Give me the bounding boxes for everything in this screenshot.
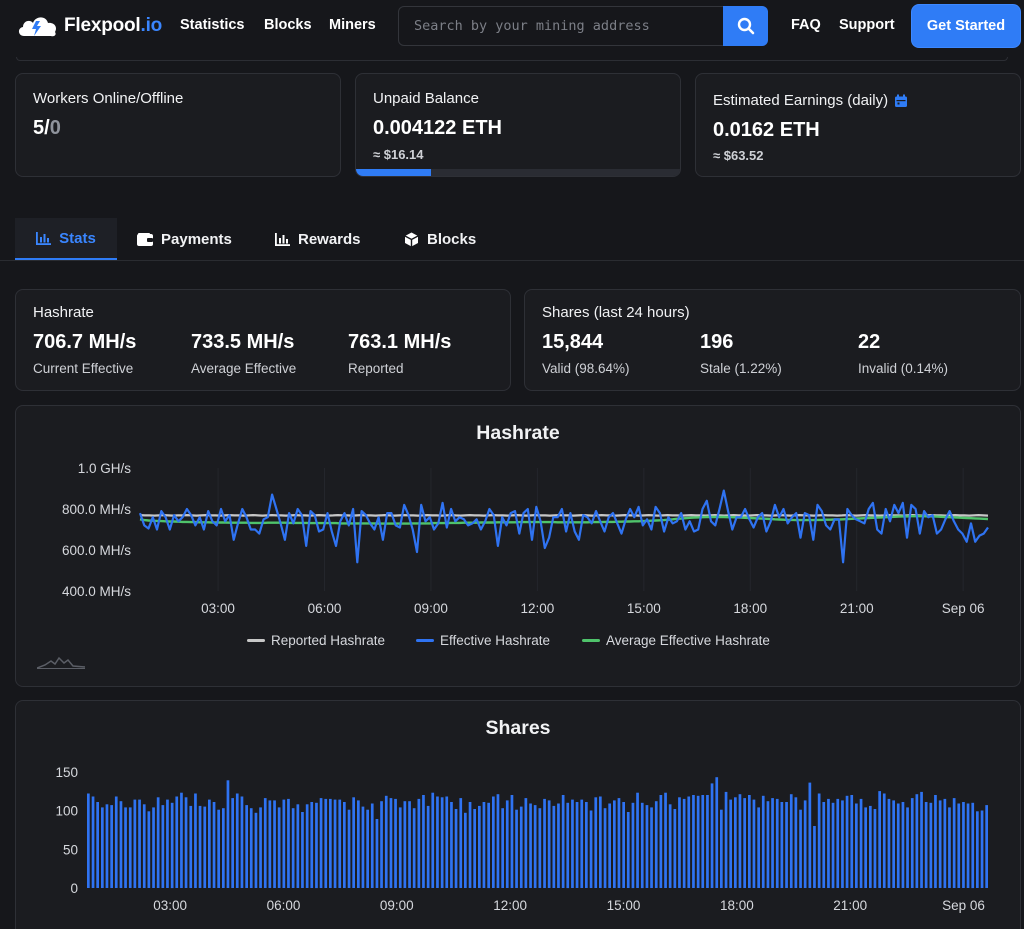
reported-value: 763.1 MH/s: [348, 331, 452, 353]
legend-average-swatch: [582, 639, 600, 642]
shares-stats-title: Shares (last 24 hours): [542, 304, 690, 321]
nav-link-faq[interactable]: FAQ: [791, 17, 821, 33]
legend-reported[interactable]: Reported Hashrate: [247, 633, 385, 648]
search-input[interactable]: [399, 7, 724, 45]
tab-payments[interactable]: Payments: [137, 218, 232, 260]
payout-progress-fill: [356, 169, 431, 176]
legend-average[interactable]: Average Effective Hashrate: [582, 633, 770, 648]
bar-chart-icon: [275, 232, 290, 246]
workers-offline: 0: [49, 117, 61, 139]
shares-stats-card: Shares (last 24 hours) 15,844 Valid (98.…: [524, 289, 1021, 391]
tab-blocks-label: Blocks: [427, 230, 477, 248]
workers-online: 5: [33, 117, 45, 139]
legend-reported-swatch: [247, 639, 265, 642]
get-started-button[interactable]: Get Started: [912, 5, 1020, 47]
tab-stats[interactable]: Stats: [15, 218, 117, 260]
tab-payments-label: Payments: [161, 230, 232, 248]
header-divider: [16, 57, 1008, 61]
legend-effective-label: Effective Hashrate: [440, 633, 551, 648]
search-button[interactable]: [723, 6, 768, 46]
payout-progress-bar: [356, 169, 680, 176]
legend-average-label: Average Effective Hashrate: [606, 633, 770, 648]
shares-chart-card: Shares: [15, 700, 1021, 929]
cube-icon: [404, 232, 419, 246]
tab-rewards[interactable]: Rewards: [275, 218, 361, 260]
invalid-shares-value: 22: [858, 331, 881, 353]
average-effective-value: 733.5 MH/s: [191, 331, 295, 353]
valid-shares-value: 15,844: [542, 331, 604, 353]
valid-shares-caption: Valid (98.64%): [542, 361, 630, 376]
shares-chart-title: Shares: [485, 717, 551, 739]
unpaid-balance-usd: ≈ $16.14: [373, 147, 424, 162]
wallet-icon: [137, 232, 153, 246]
nav-link-miners[interactable]: Miners: [329, 17, 376, 33]
search-box: [398, 6, 768, 46]
workers-card: Workers Online/Offline 5/0: [15, 73, 341, 177]
unpaid-balance-card: Unpaid Balance 0.004122 ETH ≈ $16.14: [355, 73, 681, 177]
hashrate-stats-card: Hashrate 706.7 MH/s Current Effective 73…: [15, 289, 511, 391]
earnings-label: Estimated Earnings (daily): [713, 92, 889, 109]
nav-link-statistics[interactable]: Statistics: [180, 17, 245, 33]
estimated-earnings-card: Estimated Earnings (daily) 0.0162 ETH ≈ …: [695, 73, 1021, 177]
legend-effective-swatch: [416, 639, 434, 642]
chart-zoom-navigator-icon[interactable]: [37, 655, 85, 669]
current-effective-caption: Current Effective: [33, 361, 134, 376]
invalid-shares-caption: Invalid (0.14%): [858, 361, 949, 376]
hashrate-stats-title: Hashrate: [33, 304, 94, 321]
tab-blocks[interactable]: Blocks: [404, 218, 476, 260]
flexpool-cloud-icon: [18, 17, 57, 37]
hashrate-chart-title: Hashrate: [476, 422, 560, 444]
brand-name: Flexpool.io: [64, 15, 163, 36]
earnings-label-row: Estimated Earnings (daily): [713, 92, 908, 109]
bar-chart-icon: [36, 231, 52, 245]
average-effective-caption: Average Effective: [191, 361, 297, 376]
top-navbar: Flexpool.io Statistics Blocks Miners FAQ…: [0, 0, 1024, 52]
search-icon: [737, 17, 754, 35]
nav-link-blocks[interactable]: Blocks: [264, 17, 312, 33]
workers-count: 5/0: [33, 117, 61, 140]
legend-reported-label: Reported Hashrate: [271, 633, 386, 648]
unpaid-balance-value: 0.004122 ETH: [373, 117, 502, 139]
stale-shares-value: 196: [700, 331, 734, 353]
tab-rewards-label: Rewards: [298, 230, 361, 248]
unpaid-balance-label: Unpaid Balance: [373, 90, 479, 107]
reported-caption: Reported: [348, 361, 404, 376]
earnings-value: 0.0162 ETH: [713, 119, 820, 141]
workers-separator: /: [44, 117, 50, 139]
calendar-icon[interactable]: [894, 94, 908, 108]
miner-tabs: Stats Payments Rewards Blocks: [0, 218, 1024, 261]
tab-stats-label: Stats: [59, 229, 96, 247]
brand-logo[interactable]: Flexpool.io: [16, 12, 162, 40]
stale-shares-caption: Stale (1.22%): [700, 361, 782, 376]
current-effective-value: 706.7 MH/s: [33, 331, 137, 353]
workers-label: Workers Online/Offline: [33, 90, 184, 107]
earnings-usd: ≈ $63.52: [713, 148, 764, 163]
nav-link-support[interactable]: Support: [839, 17, 895, 33]
legend-effective[interactable]: Effective Hashrate: [416, 633, 550, 648]
